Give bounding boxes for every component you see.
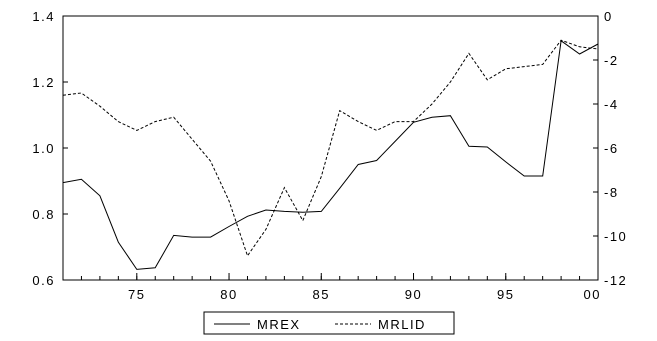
- plot-frame: [62, 15, 599, 281]
- x-axis: 75 80 85 90 95 00: [62, 273, 601, 302]
- legend-label-mrlid: MRLID: [378, 317, 426, 332]
- x-tick-label: 90: [405, 287, 422, 302]
- legend: MREX MRLID: [203, 311, 455, 335]
- right-tick-label: -8: [604, 185, 619, 200]
- right-axis: -12 -10 -8 -6 -4 -2 0: [593, 9, 627, 288]
- right-tick-label: -10: [604, 229, 627, 244]
- series-layer: [62, 39, 599, 270]
- legend-label-mrex: MREX: [257, 317, 301, 332]
- right-tick-label: -2: [604, 53, 619, 68]
- right-tick-label: -12: [604, 273, 627, 288]
- left-axis: 0.6 0.8 1.0 1.2 1.4: [32, 9, 68, 288]
- x-tick-label: 85: [313, 287, 330, 302]
- left-tick-label: 1.0: [32, 141, 55, 156]
- legend-box: [203, 311, 455, 335]
- left-tick-label: 1.2: [32, 75, 55, 90]
- left-tick-label: 0.6: [32, 273, 55, 288]
- right-tick-label: 0: [604, 9, 613, 24]
- series-line-mrlid: [62, 39, 599, 257]
- x-tick-label: 00: [584, 287, 601, 302]
- series-line-mrex: [62, 39, 599, 270]
- x-tick-label: 75: [128, 287, 145, 302]
- left-tick-label: 1.4: [32, 9, 55, 24]
- x-tick-label: 80: [220, 287, 237, 302]
- right-tick-label: -6: [604, 141, 619, 156]
- x-tick-label: 95: [497, 287, 514, 302]
- right-tick-label: -4: [604, 97, 619, 112]
- left-tick-label: 0.8: [32, 207, 55, 222]
